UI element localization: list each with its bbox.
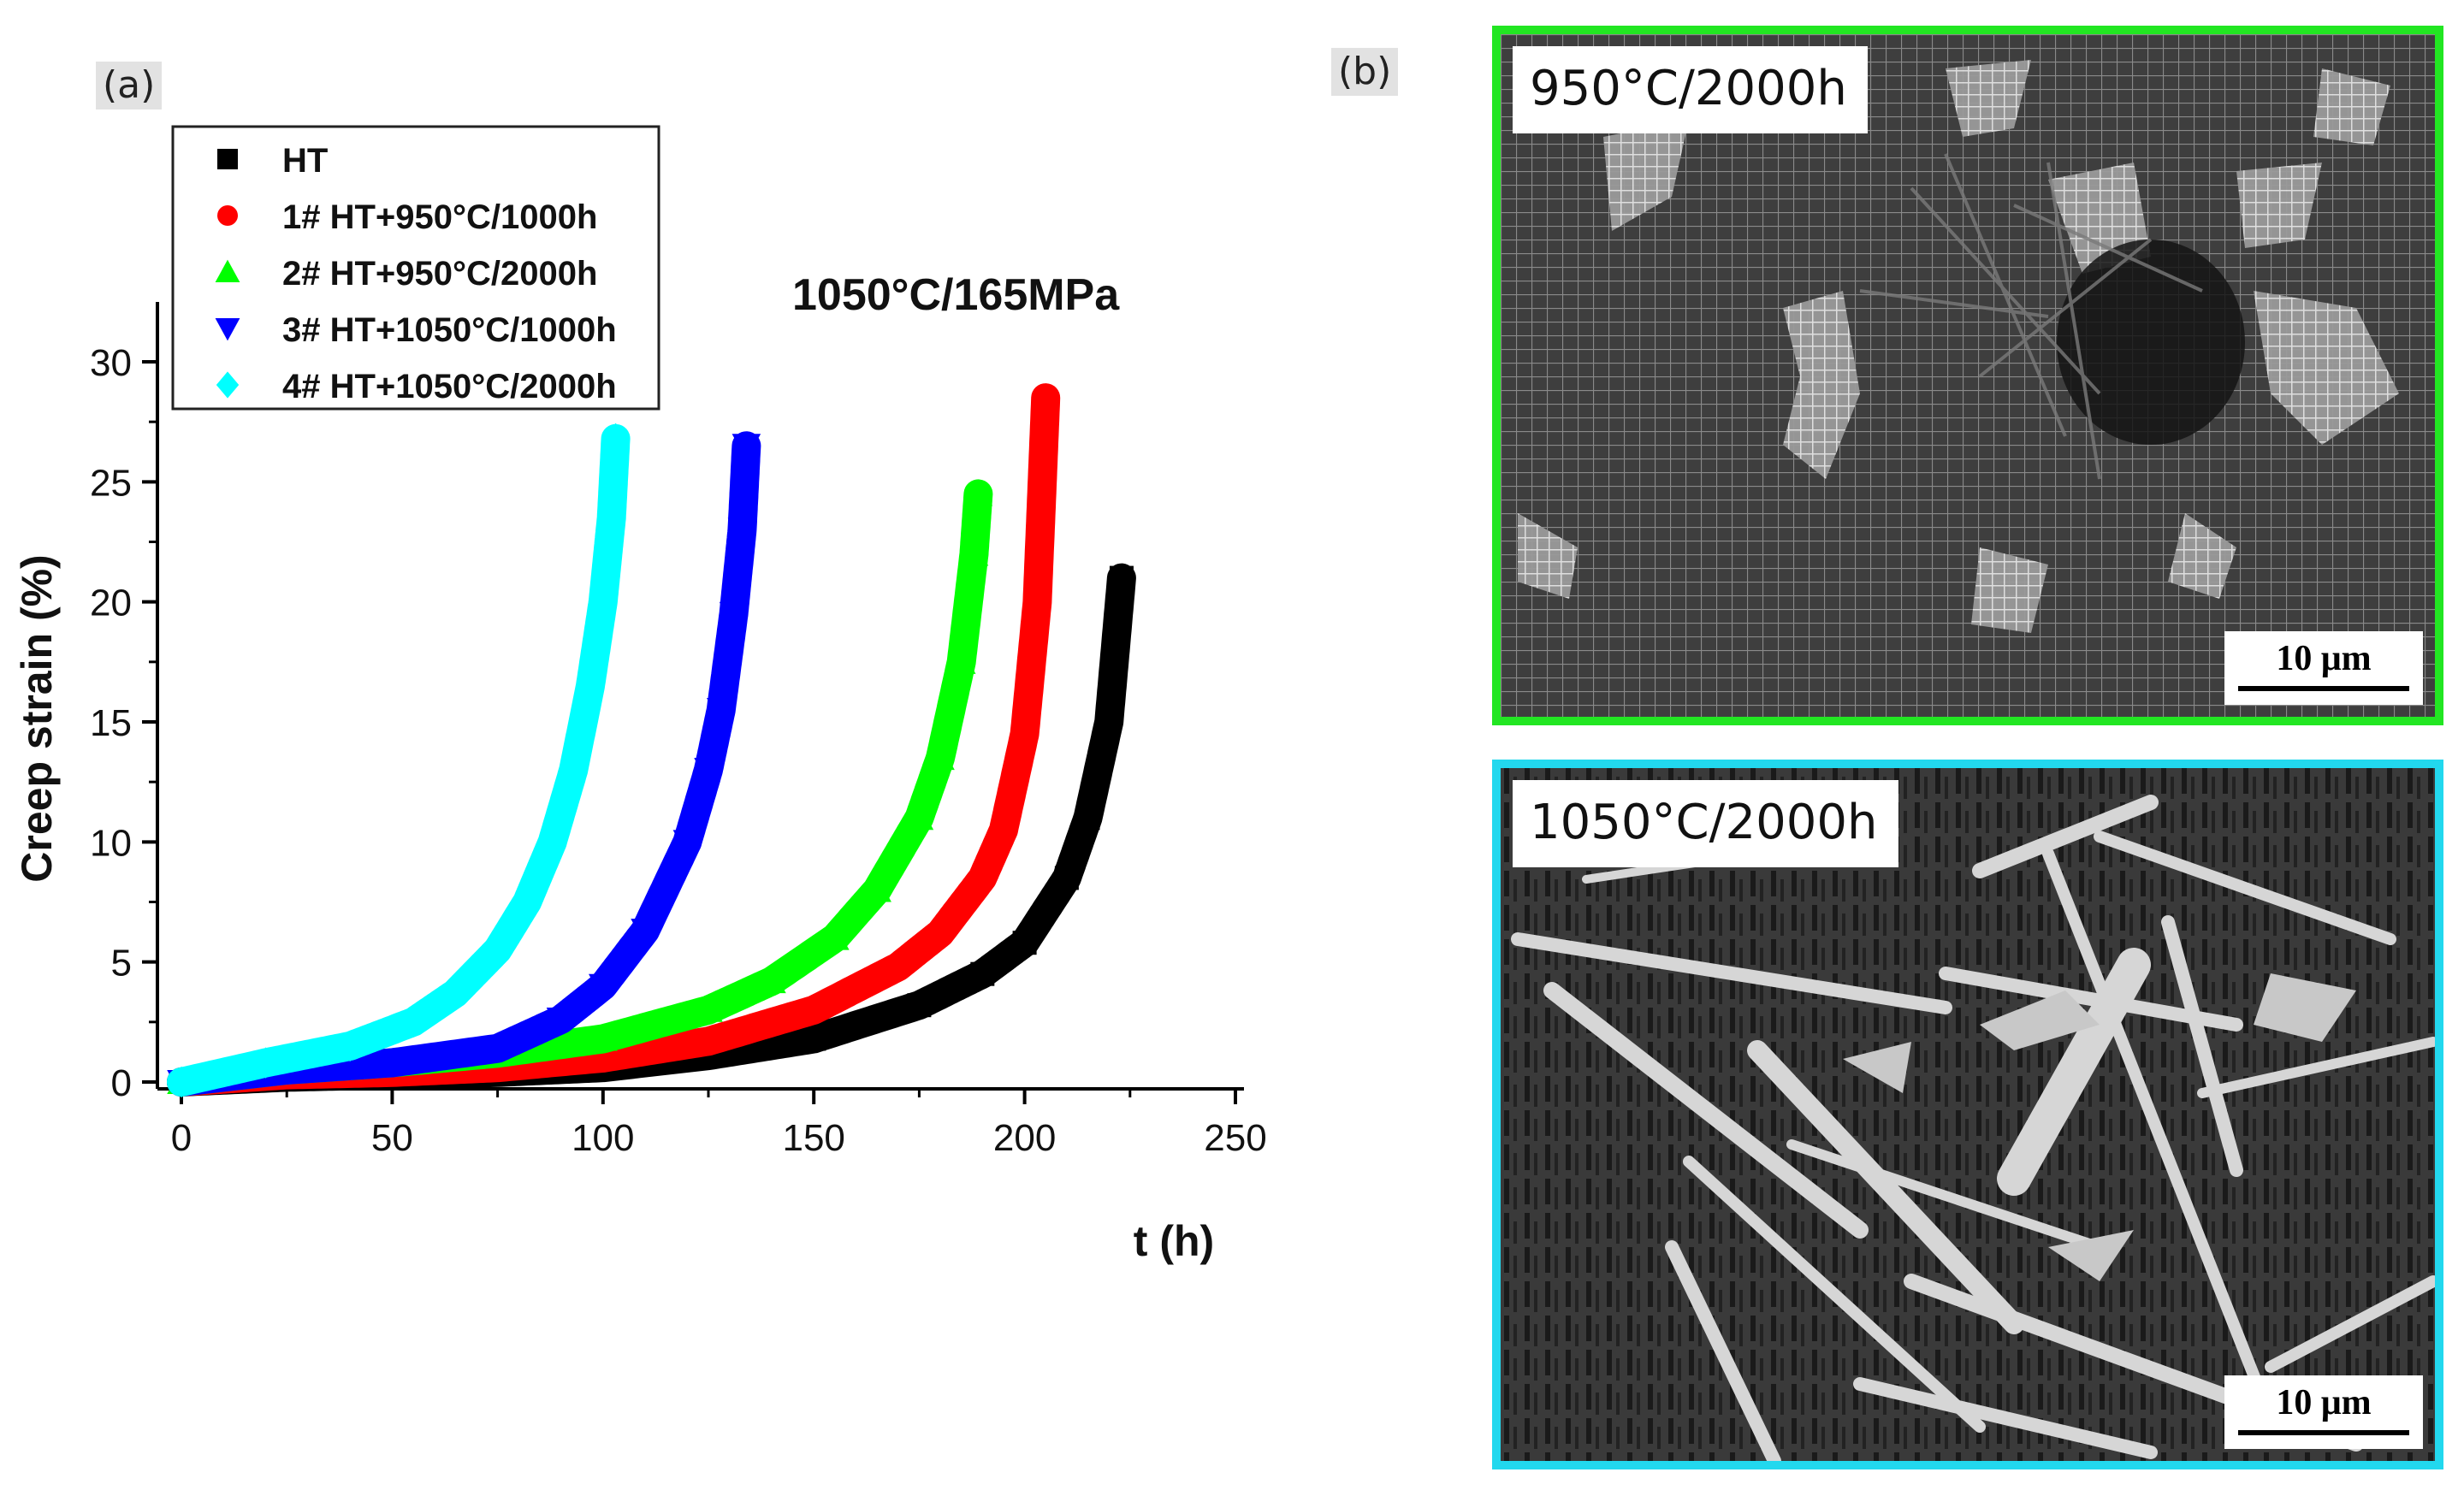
legend-label-3: 3# HT+1050°C/1000h — [282, 311, 617, 349]
y-tick-label-5: 25 — [90, 462, 132, 504]
y-tick-label-1: 5 — [111, 943, 132, 985]
series-3-point-11 — [727, 517, 757, 545]
series-3-point-4 — [546, 1008, 576, 1034]
micrograph-950c-image — [1501, 34, 2435, 717]
creep-chart: 0 50 100 150 200 250 0 5 10 15 20 25 30 t (h) Creep st… — [13, 125, 1267, 1265]
series-2-point-7 — [820, 923, 850, 950]
y-tick-label-2: 10 — [90, 822, 132, 864]
scale-bar-1050c: 10 μm — [2224, 1375, 2423, 1449]
series-4-point-10 — [589, 586, 617, 618]
series-1-point-9 — [970, 866, 995, 890]
series-3-point-2 — [377, 1050, 407, 1078]
y-tick-label-6: 30 — [90, 342, 132, 384]
series-0-point-6 — [802, 1026, 826, 1051]
micrograph-1050c: 1050°C/2000h 10 μm — [1492, 760, 2443, 1469]
micrograph-1050c-image — [1501, 768, 2435, 1461]
series-2-point-12 — [959, 539, 989, 566]
series-4-point-3 — [400, 1006, 427, 1038]
series-3-point-3 — [483, 1036, 512, 1063]
scale-bar-1050c-text: 10 μm — [2276, 1383, 2372, 1422]
series-3-point-7 — [672, 830, 702, 857]
legend-box — [171, 125, 660, 411]
series-4-point-2 — [336, 1030, 364, 1062]
x-tick-label-2: 100 — [572, 1117, 634, 1159]
x-tick-label-5: 250 — [1204, 1117, 1266, 1159]
series-1-point-6 — [802, 997, 826, 1022]
series-4-point-11 — [598, 502, 625, 534]
series-0-point-13 — [1109, 565, 1134, 590]
series-2-point-10 — [926, 743, 955, 771]
series-2-point-13 — [963, 479, 993, 506]
series-0-point-10 — [1054, 866, 1079, 890]
y-tick-label-3: 15 — [90, 702, 132, 744]
series-2-point-6 — [757, 967, 786, 994]
series-1-point-11 — [1012, 722, 1037, 747]
scale-bar-950c-text: 10 μm — [2276, 639, 2372, 678]
series-3-point-12 — [732, 434, 761, 461]
series-2-point-4 — [589, 1024, 618, 1051]
series-1-point-13 — [1034, 386, 1058, 411]
series-4-point-7 — [539, 826, 566, 858]
series-3-point-5 — [589, 973, 618, 1001]
x-tick-label-3: 150 — [782, 1117, 844, 1159]
series-1-point-7 — [886, 955, 910, 979]
x-tick-label-0: 0 — [171, 1117, 192, 1159]
y-axis-label: Creep strain (%) — [13, 554, 61, 882]
test-condition: 1050°C/165MPa — [792, 270, 1120, 320]
series-1-point-5 — [696, 1029, 720, 1054]
panel-b-label: (b) — [1331, 48, 1399, 96]
series-1-point-8 — [928, 920, 953, 945]
series-0-point-11 — [1075, 806, 1100, 831]
series-3-point-8 — [694, 758, 723, 784]
series-4-point-0 — [168, 1066, 195, 1098]
micrograph-1050c-label: 1050°C/2000h — [1513, 780, 1898, 867]
series-4-point-12 — [602, 423, 629, 455]
micrograph-950c: 950°C/2000h 10 μm — [1492, 26, 2443, 725]
legend-marker-1 — [217, 205, 238, 226]
scale-bar-950c-line — [2238, 686, 2409, 691]
panel-a-label: (a) — [96, 62, 163, 109]
series-0-point-12 — [1097, 710, 1122, 734]
x-tick-label-1: 50 — [371, 1117, 413, 1159]
legend-marker-4 — [216, 371, 240, 399]
series-0-point-7 — [907, 993, 932, 1018]
series-line-0 — [167, 563, 1136, 1097]
series-4-point-5 — [484, 934, 511, 966]
series-4-point-8 — [560, 754, 587, 786]
series-2-point-8 — [862, 875, 891, 902]
series-line-4 — [167, 423, 631, 1097]
series-0-point-9 — [1012, 931, 1037, 955]
legend-marker-0 — [217, 149, 238, 169]
y-tick-label-0: 0 — [111, 1062, 132, 1104]
series-3-point-10 — [719, 601, 749, 629]
legend-label-2: 2# HT+950°C/2000h — [282, 255, 597, 293]
legend-marker-3 — [215, 318, 240, 341]
legend-label-4: 4# HT+1050°C/2000h — [282, 368, 617, 405]
series-2-point-9 — [904, 803, 934, 831]
x-tick-label-4: 200 — [993, 1117, 1056, 1159]
legend-label-1: 1# HT+950°C/1000h — [282, 198, 597, 236]
micrograph-950c-label: 950°C/2000h — [1513, 46, 1868, 133]
legend-label-0: HT — [282, 142, 328, 180]
series-2-point-5 — [694, 996, 723, 1022]
series-4-point-6 — [513, 886, 541, 918]
x-axis-label: t (h) — [1134, 1217, 1214, 1265]
series-4-point-9 — [577, 670, 604, 702]
legend-marker-2 — [215, 259, 240, 282]
series-1-point-10 — [991, 818, 1016, 843]
series-4-point-4 — [441, 977, 469, 1009]
scale-bar-950c: 10 μm — [2224, 631, 2423, 705]
series-3-point-6 — [631, 919, 660, 945]
y-tick-label-4: 20 — [90, 582, 132, 624]
series-1-point-12 — [1025, 589, 1050, 614]
series-0-point-8 — [970, 961, 995, 986]
series-3-point-9 — [706, 697, 736, 724]
scale-bar-1050c-line — [2238, 1430, 2409, 1435]
series-2-point-11 — [946, 647, 976, 674]
series-4-point-1 — [252, 1047, 279, 1079]
